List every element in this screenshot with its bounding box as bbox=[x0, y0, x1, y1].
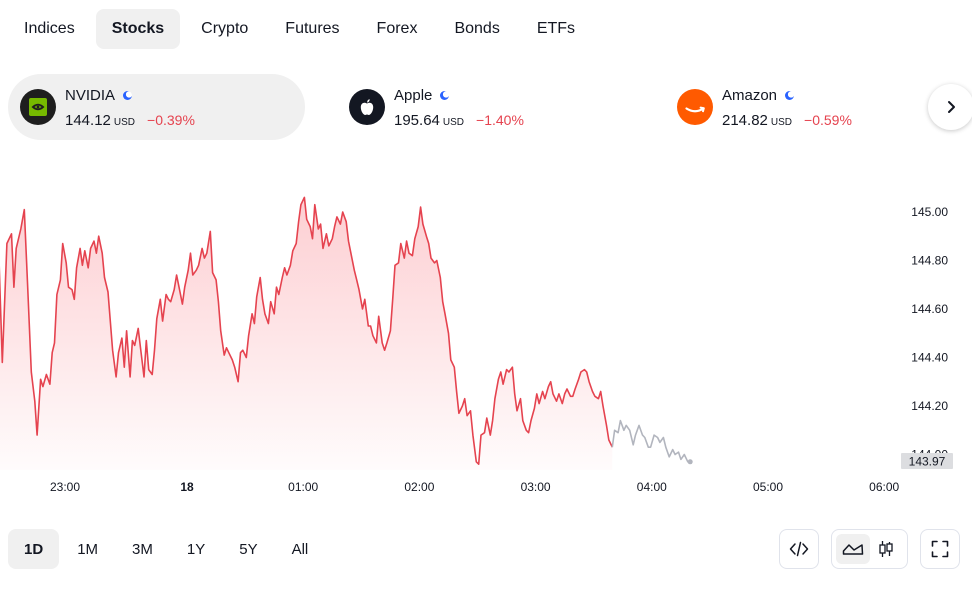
tab-stocks[interactable]: Stocks bbox=[95, 9, 181, 49]
candles-icon bbox=[879, 541, 893, 557]
x-tick-label: 03:00 bbox=[521, 480, 551, 494]
ticker-name: NVIDIA bbox=[65, 87, 116, 104]
moon-icon bbox=[123, 91, 133, 100]
market-tabs: Indices Stocks Crypto Futures Forex Bond… bbox=[8, 9, 596, 49]
ticker-currency: USD bbox=[442, 116, 465, 128]
tab-etfs[interactable]: ETFs bbox=[536, 20, 576, 37]
last-price-label: 143.97 bbox=[909, 455, 946, 469]
price-area bbox=[0, 197, 613, 470]
code-icon bbox=[789, 541, 809, 557]
embed-code-button[interactable] bbox=[779, 529, 819, 569]
y-tick-label: 144.80 bbox=[911, 254, 948, 268]
ticker-change: −0.59% bbox=[804, 111, 852, 128]
tab-bonds[interactable]: Bonds bbox=[454, 20, 500, 37]
ticker-currency: USD bbox=[113, 116, 136, 128]
range-all[interactable]: All bbox=[291, 540, 309, 558]
chart-style-toggle bbox=[831, 529, 908, 569]
ticker-price: 214.82 bbox=[722, 111, 768, 129]
y-tick-label: 145.00 bbox=[911, 205, 948, 219]
range-3m[interactable]: 3M bbox=[132, 540, 153, 558]
tab-indices[interactable]: Indices bbox=[24, 20, 75, 37]
amazon-logo-icon bbox=[677, 89, 713, 125]
range-5y[interactable]: 5Y bbox=[239, 540, 258, 558]
ticker-strip: NVIDIA 144.12 USD −0.39% Apple 195.64 US… bbox=[8, 74, 972, 140]
tab-futures[interactable]: Futures bbox=[285, 20, 340, 37]
candles-chart-button[interactable] bbox=[870, 534, 904, 564]
after-hours-line bbox=[611, 419, 691, 463]
x-tick-label: 02:00 bbox=[404, 480, 434, 494]
fullscreen-icon bbox=[931, 540, 949, 558]
tab-forex[interactable]: Forex bbox=[376, 20, 418, 37]
x-tick-label: 04:00 bbox=[637, 480, 667, 494]
y-tick-label: 144.20 bbox=[911, 399, 948, 413]
range-1m[interactable]: 1M bbox=[77, 540, 99, 558]
ticker-price: 144.12 bbox=[65, 111, 111, 129]
ticker-card-nvidia[interactable]: NVIDIA 144.12 USD −0.39% bbox=[8, 74, 305, 140]
ticker-name: Amazon bbox=[722, 87, 778, 104]
range-1d[interactable]: 1D bbox=[8, 529, 60, 569]
moon-icon bbox=[785, 91, 795, 100]
x-tick-label: 05:00 bbox=[753, 480, 783, 494]
fullscreen-button[interactable] bbox=[920, 529, 960, 569]
apple-logo-icon bbox=[349, 89, 385, 125]
x-tick-label: 01:00 bbox=[288, 480, 318, 494]
area-chart-button[interactable] bbox=[836, 534, 870, 564]
range-selector: 1D 1M 3M 1Y 5Y All bbox=[8, 529, 326, 569]
y-tick-label: 144.60 bbox=[911, 302, 948, 316]
x-tick-label: 06:00 bbox=[869, 480, 899, 494]
ticker-name: Apple bbox=[394, 87, 433, 104]
x-tick-label: 18 bbox=[180, 480, 194, 494]
nvidia-logo-icon bbox=[20, 89, 56, 125]
tab-crypto[interactable]: Crypto bbox=[201, 20, 249, 37]
ticker-card-amazon[interactable]: Amazon 214.82 USD −0.59% bbox=[665, 74, 925, 140]
moon-icon bbox=[440, 91, 450, 100]
ticker-price: 195.64 bbox=[394, 111, 440, 129]
x-tick-label: 23:00 bbox=[50, 480, 80, 494]
y-tick-label: 144.40 bbox=[911, 351, 948, 365]
ticker-change: −1.40% bbox=[476, 111, 524, 128]
range-1y[interactable]: 1Y bbox=[186, 540, 206, 558]
last-price-dot bbox=[687, 459, 693, 465]
area-chart-icon bbox=[842, 544, 863, 555]
ticker-change: −0.39% bbox=[147, 111, 195, 128]
chevron-right-icon bbox=[948, 101, 955, 113]
ticker-card-apple[interactable]: Apple 195.64 USD −1.40% bbox=[337, 74, 637, 140]
price-line bbox=[0, 196, 614, 465]
next-tickers-button[interactable] bbox=[928, 84, 972, 130]
last-price-badge bbox=[901, 453, 953, 469]
ticker-currency: USD bbox=[770, 116, 793, 128]
